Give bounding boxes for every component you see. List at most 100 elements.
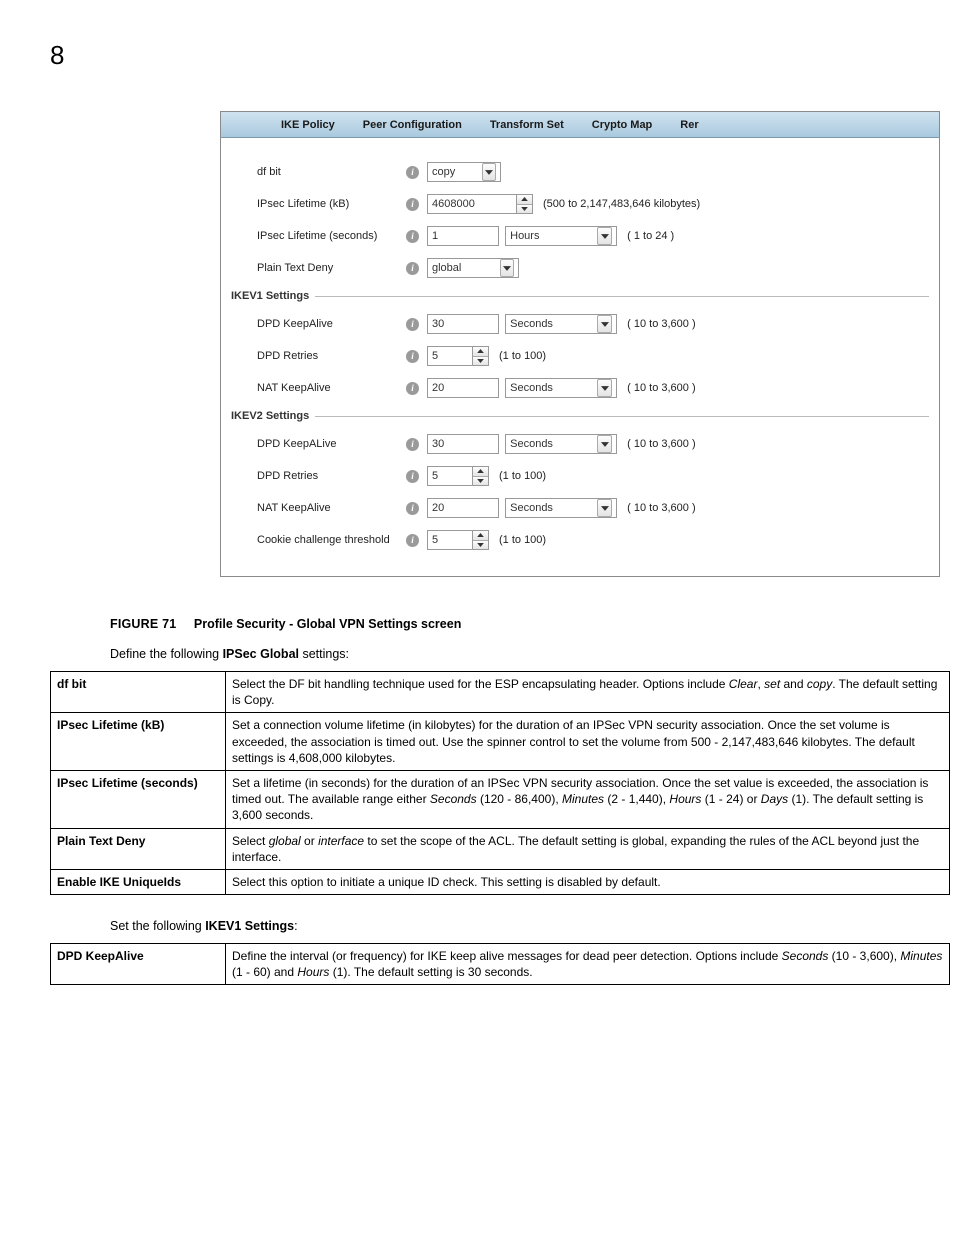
hint-text: ( 10 to 3,600 ) (627, 382, 696, 394)
hint-text: ( 10 to 3,600 ) (627, 318, 696, 330)
desc-cell: Select this option to initiate a unique … (226, 869, 950, 894)
field-label: IPsec Lifetime (seconds) (241, 230, 406, 242)
select[interactable]: global (427, 258, 519, 278)
chevron-down-icon[interactable] (482, 163, 496, 181)
tab-ike-policy[interactable]: IKE Policy (281, 119, 335, 131)
hint-text: ( 10 to 3,600 ) (627, 438, 696, 450)
spin-up-icon[interactable] (517, 195, 532, 205)
info-icon[interactable]: i (406, 166, 419, 179)
desc-cell: Select the DF bit handling technique use… (226, 672, 950, 713)
spin-up-icon[interactable] (473, 531, 488, 541)
select[interactable]: Seconds (505, 498, 617, 518)
term-cell: Enable IKE UniqueIds (51, 869, 226, 894)
info-icon[interactable]: i (406, 502, 419, 515)
desc-cell: Set a connection volume lifetime (in kil… (226, 713, 950, 771)
text-input[interactable]: 20 (427, 378, 499, 398)
vpn-settings-panel: IKE Policy Peer Configuration Transform Se… (220, 111, 940, 577)
info-icon[interactable]: i (406, 230, 419, 243)
chevron-down-icon[interactable] (597, 315, 612, 333)
select[interactable]: Seconds (505, 314, 617, 334)
section-ikev1: IKEV1 Settings (221, 284, 939, 308)
form-row: DPD Retriesi5 (1 to 100) (221, 460, 939, 492)
spin-up-icon[interactable] (473, 467, 488, 477)
spinner[interactable]: 5 (427, 346, 489, 366)
form-row: Plain Text Denyiglobal (221, 252, 939, 284)
field-label: IPsec Lifetime (kB) (241, 198, 406, 210)
field-label: DPD Retries (241, 350, 406, 362)
term-cell: IPsec Lifetime (kB) (51, 713, 226, 771)
select[interactable]: copy (427, 162, 501, 182)
ikev1-table: DPD KeepAliveDefine the interval (or fre… (50, 943, 950, 985)
info-icon[interactable]: i (406, 350, 419, 363)
desc-cell: Define the interval (or frequency) for I… (226, 944, 950, 985)
ipsec-global-table: df bitSelect the DF bit handling techniq… (50, 671, 950, 895)
hint-text: (1 to 100) (499, 470, 546, 482)
hint-text: ( 1 to 24 ) (627, 230, 674, 242)
chevron-down-icon[interactable] (597, 499, 612, 517)
spin-down-icon[interactable] (473, 541, 488, 550)
info-icon[interactable]: i (406, 382, 419, 395)
text-input[interactable]: 20 (427, 498, 499, 518)
spin-down-icon[interactable] (517, 205, 532, 214)
chevron-down-icon[interactable] (597, 435, 612, 453)
hint-text: ( 10 to 3,600 ) (627, 502, 696, 514)
form-row: NAT KeepAlivei 20 Seconds ( 10 to 3,600 ) (221, 492, 939, 524)
term-cell: Plain Text Deny (51, 828, 226, 869)
select[interactable]: Seconds (505, 434, 617, 454)
spin-down-icon[interactable] (473, 477, 488, 486)
field-label: df bit (241, 166, 406, 178)
info-icon[interactable]: i (406, 438, 419, 451)
term-cell: df bit (51, 672, 226, 713)
hint-text: (1 to 100) (499, 350, 546, 362)
tab-peer-configuration[interactable]: Peer Configuration (363, 119, 462, 131)
chevron-down-icon[interactable] (597, 379, 612, 397)
hint-text: (500 to 2,147,483,646 kilobytes) (543, 198, 700, 210)
tab-crypto-map[interactable]: Crypto Map (592, 119, 653, 131)
field-label: DPD KeepALive (241, 438, 406, 450)
ipsec-intro: Define the following IPSec Global settin… (110, 647, 904, 661)
chevron-down-icon[interactable] (500, 259, 514, 277)
spin-up-icon[interactable] (473, 347, 488, 357)
ikev1-intro: Set the following IKEV1 Settings: (110, 919, 904, 933)
field-label: DPD Retries (241, 470, 406, 482)
info-icon[interactable]: i (406, 534, 419, 547)
select[interactable]: Hours (505, 226, 617, 246)
field-label: DPD KeepAlive (241, 318, 406, 330)
form-row: DPD KeepALivei 30 Seconds ( 10 to 3,600 ) (221, 428, 939, 460)
page-number: 8 (50, 40, 904, 71)
select[interactable]: Seconds (505, 378, 617, 398)
desc-cell: Set a lifetime (in seconds) for the dura… (226, 770, 950, 828)
field-label: NAT KeepAlive (241, 382, 406, 394)
form-row: DPD Retriesi5 (1 to 100) (221, 340, 939, 372)
info-icon[interactable]: i (406, 262, 419, 275)
spin-down-icon[interactable] (473, 357, 488, 366)
form-row: NAT KeepAlivei 20 Seconds ( 10 to 3,600 ) (221, 372, 939, 404)
tab-bar: IKE Policy Peer Configuration Transform Se… (221, 112, 939, 138)
text-input[interactable]: 30 (427, 434, 499, 454)
term-cell: DPD KeepAlive (51, 944, 226, 985)
section-ikev2: IKEV2 Settings (221, 404, 939, 428)
info-icon[interactable]: i (406, 318, 419, 331)
field-label: Cookie challenge threshold (241, 534, 406, 546)
spinner[interactable]: 4608000 (427, 194, 533, 214)
text-input[interactable]: 30 (427, 314, 499, 334)
desc-cell: Select global or interface to set the sc… (226, 828, 950, 869)
form-row: df biticopy (221, 156, 939, 188)
form-row: IPsec Lifetime (kB)i 4608000 (500 to 2,147… (221, 188, 939, 220)
info-icon[interactable]: i (406, 198, 419, 211)
field-label: Plain Text Deny (241, 262, 406, 274)
term-cell: IPsec Lifetime (seconds) (51, 770, 226, 828)
form-row: Cookie challenge thresholdi5 (1 to 100) (221, 524, 939, 556)
tab-transform-set[interactable]: Transform Set (490, 119, 564, 131)
info-icon[interactable]: i (406, 470, 419, 483)
form-row: IPsec Lifetime (seconds)i1 Hours ( 1 to 2… (221, 220, 939, 252)
chevron-down-icon[interactable] (597, 227, 612, 245)
form-row: DPD KeepAlivei 30 Seconds ( 10 to 3,600 ) (221, 308, 939, 340)
hint-text: (1 to 100) (499, 534, 546, 546)
field-label: NAT KeepAlive (241, 502, 406, 514)
tab-rer[interactable]: Rer (680, 119, 698, 131)
spinner[interactable]: 5 (427, 466, 489, 486)
text-input[interactable]: 1 (427, 226, 499, 246)
figure-caption: FIGURE 71 Profile Security - Global VPN … (110, 617, 904, 631)
spinner[interactable]: 5 (427, 530, 489, 550)
